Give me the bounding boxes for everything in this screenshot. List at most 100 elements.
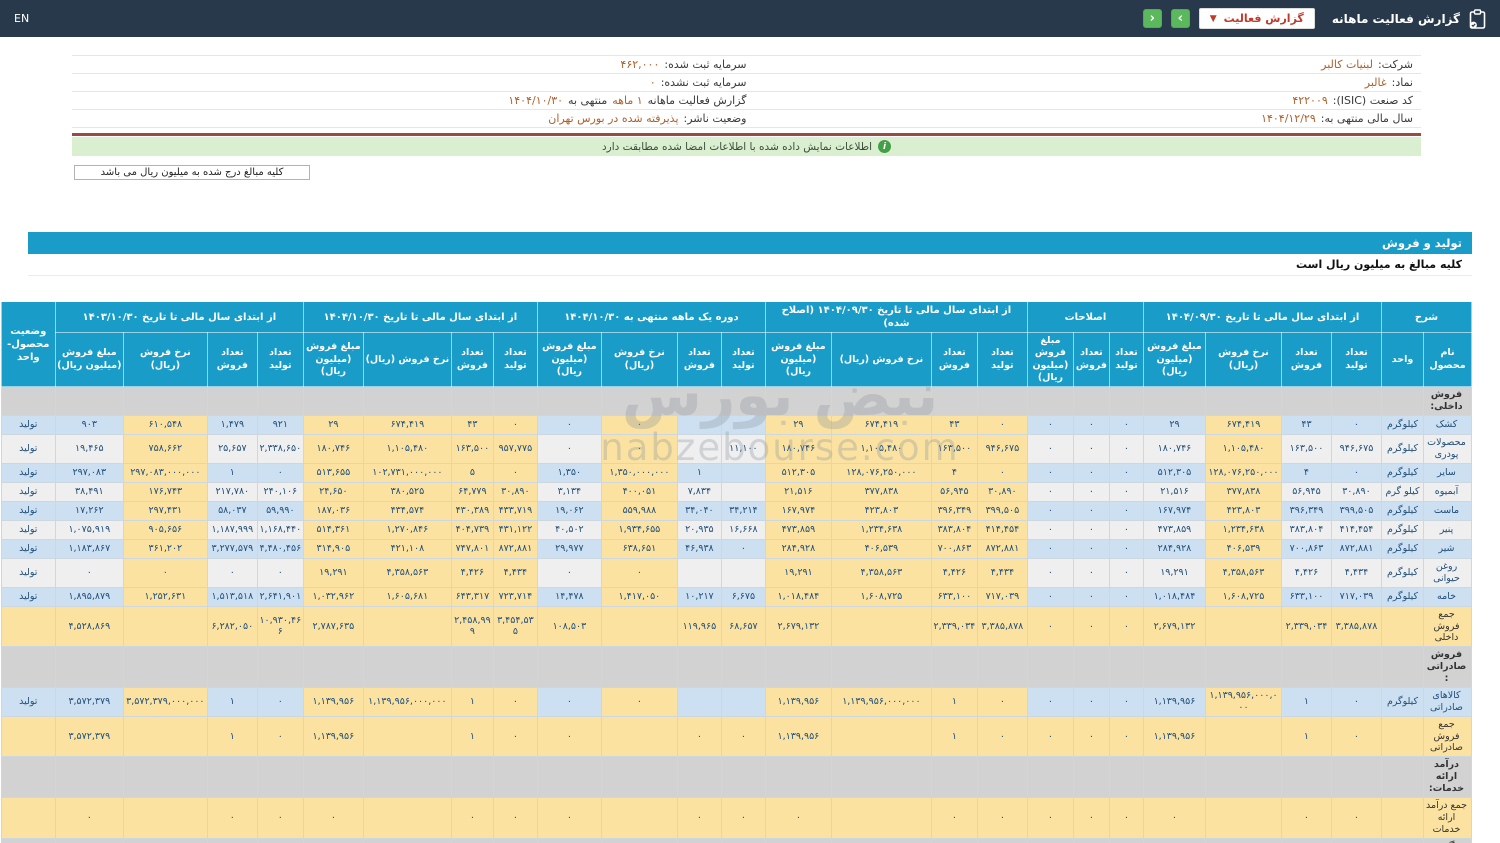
value-cell: ۸۷۲,۸۸۱: [976, 538, 1028, 559]
value-cell: ۰: [256, 796, 304, 839]
value-cell: ۱,۱۳۹,۹۵۶,۰۰۰,۰۰۰: [1204, 686, 1282, 717]
cell: [1142, 756, 1206, 798]
column-header: تعداد تولید: [720, 331, 766, 388]
value-cell: ۱,۱۰۵,۴۸۰: [362, 434, 452, 464]
product-status-cell: تولید: [0, 462, 56, 483]
product-status-cell: تولید: [0, 434, 56, 464]
value-cell: ۰: [600, 434, 678, 464]
report-type-dropdown[interactable]: گزارش فعالیت ▼: [1198, 8, 1315, 29]
value-cell: ۱,۲۳۴,۶۳۸: [830, 519, 932, 540]
value-cell: ۳۹۹,۵۰۵: [976, 500, 1028, 521]
value-cell: [676, 415, 722, 436]
cell: [362, 386, 452, 417]
value-cell: ۵: [450, 462, 494, 483]
value-cell: ۲,۷۸۷,۶۳۵: [302, 605, 364, 648]
table-row: جمع درآمد ارائه خدمات ۰ ۰ ۰ ۰ ۰ ۰ ۰ ۰ ۰ ۰ ۰ ۰ ۰ ۰ ۰ ۰ ۰ ۰: [0, 796, 1472, 839]
product-status-cell: تولید: [0, 519, 56, 540]
value-cell: ۰: [536, 796, 602, 839]
value-cell: ۰: [1108, 500, 1144, 521]
cell: [206, 386, 258, 417]
cell: [206, 837, 258, 843]
value-cell: ۶۱۰,۵۴۸: [122, 415, 208, 436]
value-cell: ۰: [492, 715, 538, 758]
value-cell: ۳۸۰,۵۲۵: [362, 481, 452, 502]
value-cell: ۱۸۷,۰۳۶: [302, 500, 364, 521]
cell: [676, 837, 722, 843]
section-row: فروش داخلی:: [0, 386, 1472, 417]
value-cell: ۲۰,۹۳۵: [676, 519, 722, 540]
product-name-cell: جمع فروش داخلی: [1423, 605, 1472, 648]
unit-cell: کیلو گرم: [1380, 481, 1425, 502]
value-cell: ۴۱۴,۴۵۴: [976, 519, 1028, 540]
value-cell: ۴,۴۲۶: [450, 557, 494, 588]
cell: [930, 837, 978, 843]
value-cell: ۱: [930, 686, 978, 717]
value-cell: ۱۶۳,۵۰۰: [930, 434, 978, 464]
value-cell: ۱,۰۷۵,۹۱۹: [54, 519, 124, 540]
value-cell: ۲۹: [1142, 415, 1206, 436]
isic-label: کد صنعت (ISIC):: [1332, 94, 1413, 107]
value-cell: ۱: [1280, 686, 1332, 717]
info-row: شرکت: لبنیات کالبر سرمایه ثبت شده: ۴۶۲,۰…: [72, 56, 1421, 74]
next-report-button[interactable]: ›: [1170, 9, 1190, 28]
cell: [1026, 837, 1074, 843]
value-cell: ۰: [676, 715, 722, 758]
value-cell: ۱,۱۳۹,۹۵۶: [302, 715, 364, 758]
cell: [1072, 386, 1110, 417]
value-cell: ۲۱,۵۱۶: [1142, 481, 1206, 502]
value-cell: ۰: [976, 415, 1028, 436]
cell: [536, 386, 602, 417]
value-cell: ۱,۴۷۹: [206, 415, 258, 436]
cell: [720, 756, 766, 798]
value-cell: ۱: [450, 686, 494, 717]
value-cell: ۳۹۶,۳۴۹: [1280, 500, 1332, 521]
value-cell: ۲۹: [764, 415, 832, 436]
value-cell: ۴,۴۲۶: [1280, 557, 1332, 588]
info-row: سال مالی منتهی به: ۱۴۰۴/۱۲/۲۹ وضعیت ناشر…: [72, 110, 1421, 128]
fiscal-year-value: ۱۴۰۴/۱۲/۲۹: [1261, 112, 1316, 125]
cell: [1072, 646, 1110, 688]
column-header: مبلغ فروش (میلیون ریال): [302, 331, 364, 388]
cell: [600, 837, 678, 843]
product-name-cell: محصولات پودری: [1423, 434, 1472, 464]
value-cell: ۰: [450, 796, 494, 839]
value-cell: ۱۹,۲۹۱: [1142, 557, 1206, 588]
value-cell: ۷۰۰,۸۶۳: [930, 538, 978, 559]
value-cell: ۶,۶۷۵: [720, 586, 766, 607]
column-group-header: از ابتدای سال مالی تا تاریخ ۱۴۰۴/۰۹/۳۰: [1142, 301, 1382, 333]
cell: [1380, 386, 1425, 417]
value-cell: ۱۲۸,۰۷۶,۲۵۰,۰۰۰: [830, 462, 932, 483]
product-name-cell: پنیر: [1423, 519, 1472, 540]
value-cell: ۱,۴۱۷,۰۵۰: [600, 586, 678, 607]
value-cell: ۴۰۴,۷۳۹: [450, 519, 494, 540]
language-switch-link[interactable]: EN: [14, 12, 30, 25]
value-cell: ۰: [930, 796, 978, 839]
column-group-header: از ابتدای سال مالی تا تاریخ ۱۴۰۴/۱۰/۳۰: [302, 301, 538, 333]
cell: [830, 756, 932, 798]
value-cell: ۳,۱۳۴: [536, 481, 602, 502]
issuer-status-label: وضعیت ناشر:: [683, 112, 747, 125]
topbar: گزارش فعالیت ماهانه گزارش فعالیت ▼ › ‹ E…: [0, 0, 1500, 37]
value-cell: [362, 605, 452, 648]
value-cell: ۱,۶۰۸,۷۲۵: [1204, 586, 1282, 607]
value-cell: ۴,۴۲۶: [930, 557, 978, 588]
value-cell: [830, 715, 932, 758]
previous-report-button[interactable]: ‹: [1142, 9, 1162, 28]
value-cell: ۵۸,۰۳۷: [206, 500, 258, 521]
unit-cell: کیلوگرم: [1380, 557, 1425, 588]
column-header: نرخ فروش (ریال): [122, 331, 208, 388]
unregistered-capital-value: ۰: [649, 76, 656, 89]
cell: [720, 646, 766, 688]
product-name-cell: کشک: [1423, 415, 1472, 436]
table-row: شیر کیلوگرم ۸۷۲,۸۸۱ ۷۰۰,۸۶۳ ۴۰۶,۵۳۹ ۲۸۴,۹۲۸ ۰ ۰…: [0, 538, 1472, 559]
value-cell: ۰: [1026, 686, 1074, 717]
value-cell: ۳۷۷,۸۳۸: [830, 481, 932, 502]
unregistered-capital-label: سرمایه ثبت نشده:: [660, 76, 747, 89]
column-header: نرخ فروش (ریال): [1204, 331, 1282, 388]
section-label: فروش داخلی:: [1423, 386, 1472, 417]
value-cell: ۲,۳۳۹,۰۳۴: [1280, 605, 1332, 648]
column-group-header: از ابتدای سال مالی تا تاریخ ۱۴۰۴/۰۹/۳۰ (…: [764, 301, 1028, 333]
value-cell: ۱۲۸,۰۷۶,۲۵۰,۰۰۰: [1204, 462, 1282, 483]
value-cell: ۴۳۴,۵۷۴: [362, 500, 452, 521]
value-cell: ۹۴۶,۶۷۵: [1330, 434, 1382, 464]
